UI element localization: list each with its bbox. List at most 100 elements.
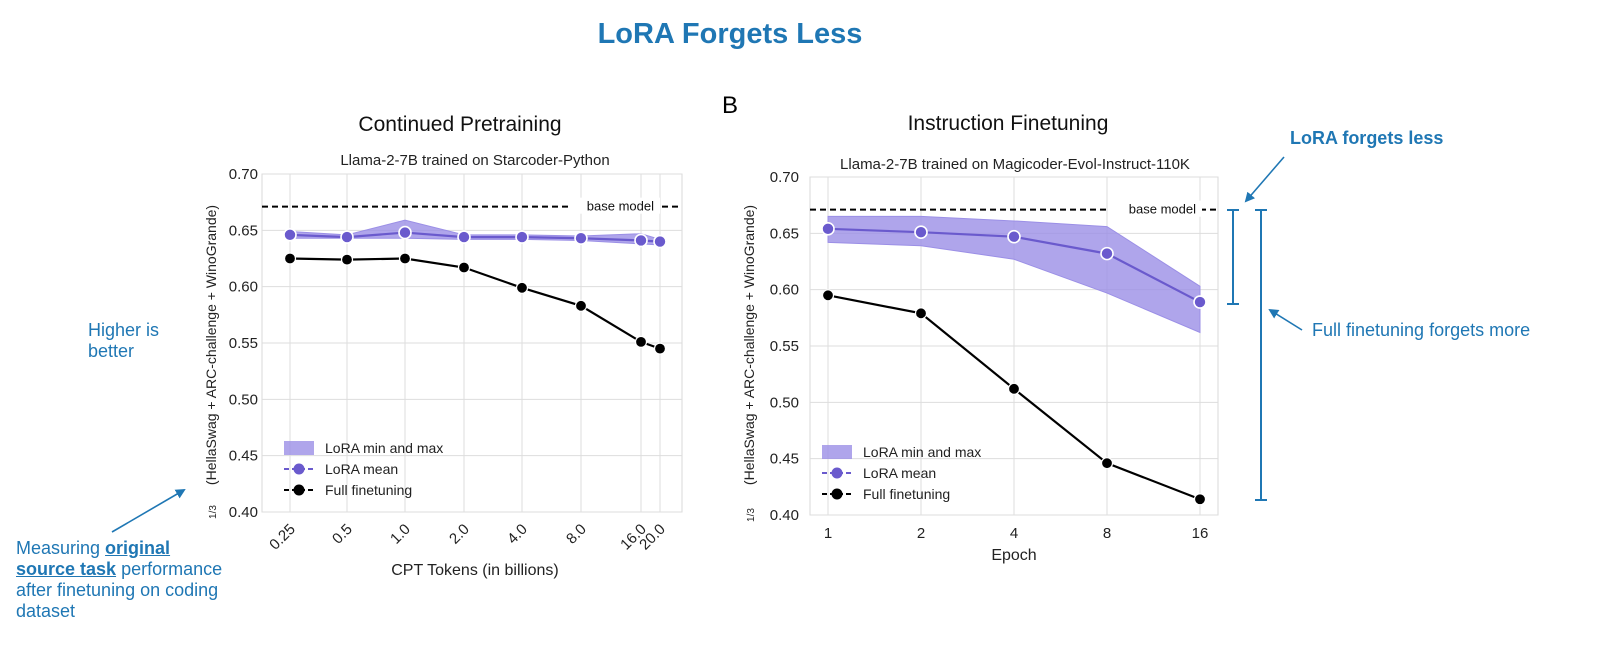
full-gap-bracket <box>1255 209 1267 501</box>
full-finetuning-point <box>283 252 297 265</box>
y-axis-label-group: (HellaSwag + ARC-challenge + WinoGrande) <box>741 205 757 485</box>
y-tick-label: 0.55 <box>229 335 258 352</box>
lora-mean-point <box>634 233 648 248</box>
lora-forgets-less-note: LoRA forgets less <box>1290 128 1444 148</box>
x-tick-label: 16 <box>1192 525 1209 542</box>
higher-note-line1: Higher is <box>88 320 160 340</box>
y-tick-label: 0.45 <box>770 451 799 468</box>
legend-band-swatch <box>284 441 314 455</box>
measuring-post-3: dataset <box>16 601 76 621</box>
lora-mean-line <box>289 231 661 243</box>
lora-gap-bracket <box>1227 209 1239 305</box>
legend-full-label: Full finetuning <box>863 486 950 502</box>
full-finetuning-point <box>340 253 354 266</box>
full-finetuning-point <box>1007 382 1021 395</box>
chart-title: Llama-2-7B trained on Magicoder-Evol-Ins… <box>840 156 1190 173</box>
lora-mean-point <box>574 231 588 246</box>
legend-full-marker <box>293 484 305 496</box>
x-tick-label: 4 <box>1010 525 1018 542</box>
y-axis-label: (HellaSwag + ARC-challenge + WinoGrande) <box>203 205 219 485</box>
base-model-label-bg <box>568 197 660 214</box>
full-forgets-more-note: Full finetuning forgets more <box>1312 320 1531 340</box>
full-finetuning-line <box>289 257 661 350</box>
y-tick-label: 0.65 <box>229 222 258 239</box>
x-tick-label: 2 <box>917 525 925 542</box>
legend-mean-marker <box>831 467 843 479</box>
measuring-bold-1: original <box>105 538 171 558</box>
y-tick-label: 0.70 <box>770 169 799 186</box>
y-tick-label: 0.40 <box>229 504 258 521</box>
y-tick-label: 0.65 <box>770 225 799 242</box>
full-finetuning-point <box>1193 493 1207 506</box>
x-tick-label: 8 <box>1103 525 1111 542</box>
y-tick-label: 0.55 <box>770 338 799 355</box>
lora-mean-point <box>398 225 412 240</box>
lora-mean-point <box>1100 246 1114 261</box>
legend-band-label: LoRA min and max <box>325 440 443 456</box>
higher-note-line2: better <box>88 341 135 361</box>
measuring-pre: Measuring <box>16 538 106 558</box>
legend-band-label: LoRA min and max <box>863 444 981 460</box>
y-axis-prefix-group: 1/3 <box>208 505 219 519</box>
lora-mean-point <box>653 234 667 249</box>
x-axis-label: Epoch <box>991 547 1036 564</box>
lora-min-max-band <box>827 215 1201 334</box>
full-finetuning-point <box>914 307 928 320</box>
chart-title: Llama-2-7B trained on Starcoder-Python <box>340 152 609 169</box>
base-model-label: base model <box>1129 202 1196 217</box>
continued-pretraining-chart: Continued Pretraining Llama-2-7B trained… <box>203 113 683 579</box>
full-finetuning-point <box>1100 457 1114 470</box>
lora-mean-point <box>457 230 471 244</box>
y-tick-label: 0.40 <box>770 507 799 524</box>
lora-mean-point <box>1007 229 1021 244</box>
chart-heading: Continued Pretraining <box>358 113 561 136</box>
legend-mean-label: LoRA mean <box>863 465 936 481</box>
measuring-bold-2: source task <box>16 559 117 579</box>
full-finetuning-point <box>457 261 471 274</box>
base-model-label: base model <box>587 199 654 214</box>
y-tick-label: 0.60 <box>770 282 799 299</box>
y-tick-label: 0.45 <box>229 448 258 465</box>
arrow-to-yaxis <box>111 488 186 533</box>
full-finetuning-point <box>398 252 412 265</box>
legend-mean-marker <box>293 463 305 475</box>
lora-mean-point <box>914 225 928 240</box>
y-tick-label: 0.50 <box>229 391 258 408</box>
chart-heading: Instruction Finetuning <box>908 112 1109 135</box>
y-axis-prefix-group: 1/3 <box>746 508 757 522</box>
legend-mean-label: LoRA mean <box>325 461 398 477</box>
x-axis-label: CPT Tokens (in billions) <box>391 562 558 579</box>
main-title: LoRA Forgets Less <box>597 18 863 50</box>
legend-full-label: Full finetuning <box>325 482 412 498</box>
legend-full-marker <box>831 488 843 500</box>
x-tick-label: 1 <box>824 525 832 542</box>
lora-mean-point <box>340 230 354 244</box>
lora-mean-point <box>821 222 835 236</box>
lora-mean-point <box>515 230 529 244</box>
y-axis-label-group: (HellaSwag + ARC-challenge + WinoGrande) <box>203 205 219 485</box>
measuring-post-1: performance <box>116 559 223 579</box>
lora-mean-point <box>283 228 297 242</box>
lora-mean-point <box>1193 295 1207 309</box>
panel-label: B <box>722 92 739 119</box>
arrow-to-full-bracket <box>1268 308 1303 331</box>
full-finetuning-point <box>821 289 835 302</box>
y-tick-label: 0.70 <box>229 166 258 183</box>
measuring-post-2: after finetuning on coding <box>16 580 219 600</box>
full-finetuning-point <box>574 299 588 312</box>
arrow-to-base-gap <box>1244 156 1285 203</box>
full-finetuning-point <box>653 342 667 355</box>
legend-band-swatch <box>822 445 852 459</box>
higher-is-better-note: Higher is better <box>88 320 159 362</box>
y-axis-prefix: 1/3 <box>208 505 219 519</box>
full-finetuning-point <box>515 281 529 294</box>
y-axis-label: (HellaSwag + ARC-challenge + WinoGrande) <box>741 205 757 485</box>
full-finetuning-point <box>634 335 648 348</box>
measuring-note: Measuring original source task performan… <box>16 538 266 622</box>
base-model-label-bg <box>1110 200 1202 217</box>
y-tick-label: 0.50 <box>770 394 799 411</box>
y-tick-label: 0.60 <box>229 279 258 296</box>
y-axis-prefix: 1/3 <box>746 508 757 522</box>
instruction-finetuning-chart: Instruction Finetuning Llama-2-7B traine… <box>741 112 1219 564</box>
